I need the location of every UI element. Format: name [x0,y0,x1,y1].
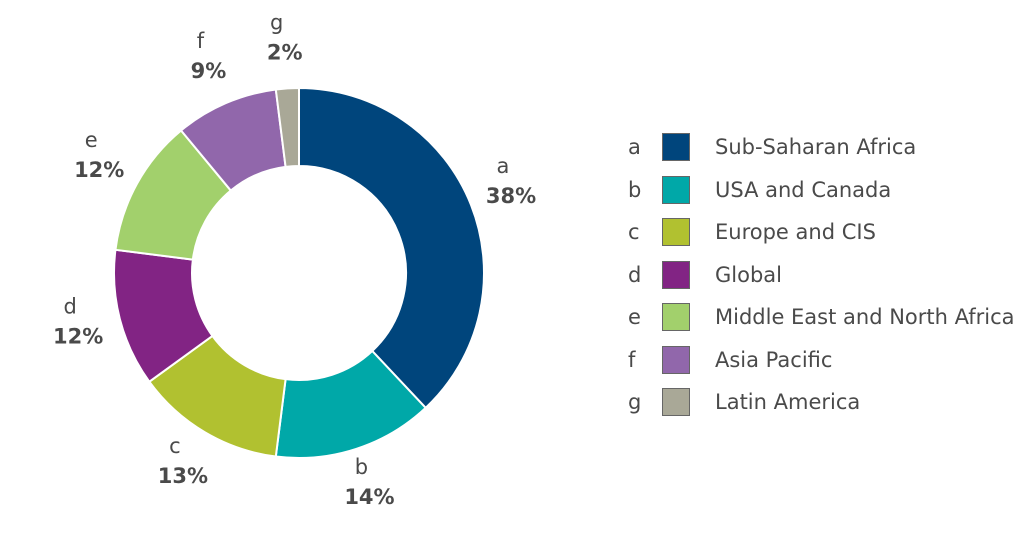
legend: a Sub-Saharan Africa b USA and Canada c Europ… [628,126,1015,424]
legend-item-b: b USA and Canada [628,169,1015,212]
legend-label: Middle East and North Africa [715,305,1015,330]
slice-a [298,86,485,410]
slice-letter-label: c [169,434,181,458]
legend-swatch [662,345,690,374]
slice-g [274,86,300,168]
slice-letter-label: d [63,295,76,319]
legend-item-g: g Latin America [628,381,1015,424]
legend-item-f: f Asia Pacific [628,339,1015,382]
legend-item-d: d Global [628,254,1015,297]
legend-swatch [662,260,690,289]
legend-swatch [662,388,690,417]
legend-letter: f [628,347,636,372]
legend-swatch [662,303,690,332]
legend-swatch [662,175,690,204]
legend-letter: e [628,305,641,330]
legend-item-a: a Sub-Saharan Africa [628,126,1015,169]
donut-chart: a 38% b 14% c 13% d 12% e 12% f 9% g 2% [53,10,536,509]
slice-percent-label: 2% [267,40,303,64]
slice-percent-label: 13% [158,464,208,488]
legend-label: Asia Pacific [715,347,833,372]
legend-label: Sub-Saharan Africa [715,135,917,160]
legend-swatch [662,133,690,162]
slice-letter-label: e [85,128,98,152]
slice-percent-label: 14% [344,485,394,509]
legend-label: Global [715,262,782,287]
legend-item-e: e Middle East and North Africa [628,296,1015,339]
slice-percent-label: 38% [486,184,536,208]
legend-letter: a [628,135,641,160]
legend-letter: b [628,177,642,202]
legend-letter: g [628,390,642,415]
legend-item-c: c Europe and CIS [628,211,1015,254]
slice-percent-label: 9% [191,59,227,83]
slice-letter-label: a [497,154,510,178]
slice-percent-label: 12% [53,325,103,349]
slice-letter-label: b [355,455,368,479]
legend-label: USA and Canada [715,177,892,202]
legend-letter: d [628,262,642,287]
legend-label: Latin America [715,390,861,415]
slice-percent-label: 12% [74,158,124,182]
slice-letter-label: f [197,29,205,53]
legend-letter: c [628,220,640,245]
slice-letter-label: g [270,10,283,34]
legend-label: Europe and CIS [715,220,876,245]
legend-swatch [662,218,690,247]
